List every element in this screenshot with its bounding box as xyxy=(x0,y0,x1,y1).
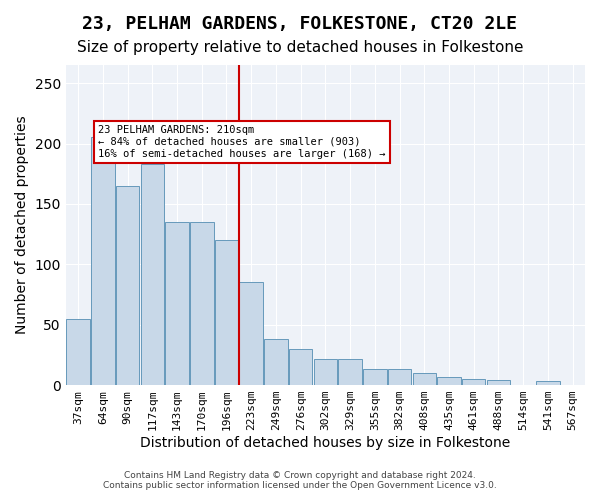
Bar xyxy=(413,373,436,385)
Bar xyxy=(91,138,115,385)
Bar xyxy=(437,376,461,385)
Text: Contains HM Land Registry data © Crown copyright and database right 2024.
Contai: Contains HM Land Registry data © Crown c… xyxy=(103,470,497,490)
Bar xyxy=(166,222,189,385)
Bar xyxy=(462,379,485,385)
Bar xyxy=(314,358,337,385)
Bar xyxy=(116,186,139,385)
Bar xyxy=(215,240,238,385)
Bar xyxy=(140,164,164,385)
Text: Size of property relative to detached houses in Folkestone: Size of property relative to detached ho… xyxy=(77,40,523,55)
Text: 23, PELHAM GARDENS, FOLKESTONE, CT20 2LE: 23, PELHAM GARDENS, FOLKESTONE, CT20 2LE xyxy=(83,15,517,33)
Bar xyxy=(289,349,313,385)
Bar xyxy=(388,370,412,385)
Bar xyxy=(487,380,510,385)
Text: 23 PELHAM GARDENS: 210sqm
← 84% of detached houses are smaller (903)
16% of semi: 23 PELHAM GARDENS: 210sqm ← 84% of detac… xyxy=(98,126,385,158)
Y-axis label: Number of detached properties: Number of detached properties xyxy=(15,116,29,334)
Bar xyxy=(264,339,287,385)
X-axis label: Distribution of detached houses by size in Folkestone: Distribution of detached houses by size … xyxy=(140,436,511,450)
Bar xyxy=(338,358,362,385)
Bar xyxy=(536,382,560,385)
Bar xyxy=(363,370,386,385)
Bar xyxy=(67,318,90,385)
Bar xyxy=(190,222,214,385)
Bar xyxy=(239,282,263,385)
